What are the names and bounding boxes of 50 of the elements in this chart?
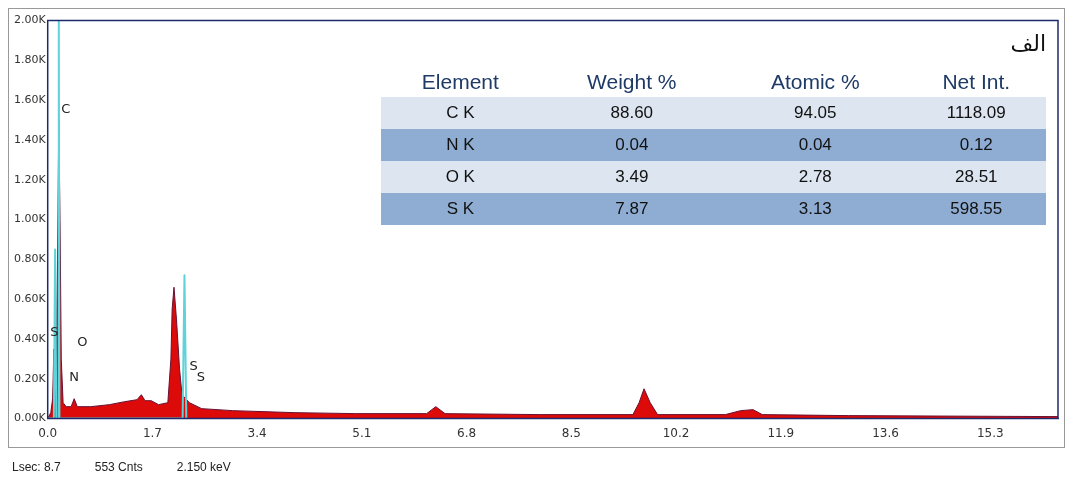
x-tick-label: 13.6 [872, 425, 899, 440]
text: الف [1010, 31, 1046, 56]
annotation: N K [445, 134, 476, 156]
y-tick-label: 1.60K [13, 93, 47, 107]
x-tick-label: 15.3 [976, 425, 1004, 440]
annotation: C K [445, 102, 476, 124]
text: 2.150 keV [176, 460, 231, 474]
text: Lsec: 8.7 [12, 460, 61, 474]
y-tick-label: 1.00K [13, 212, 47, 226]
x-tick-label: 11.9 [767, 425, 795, 440]
x-tick-label: 5.1 [352, 425, 372, 440]
y-tick-label: 0.80K [13, 252, 47, 266]
x-tick-label: 8.5 [561, 425, 581, 440]
y-tick-label: 2.00K [13, 13, 47, 27]
annotation: 3.13 [797, 198, 833, 220]
x-tick-label: 1.7 [142, 425, 162, 440]
annotation: 2.78 [797, 166, 833, 188]
annotation: S K [445, 198, 476, 220]
text: Atomic % [770, 70, 860, 93]
x-tick-label: 10.2 [662, 425, 690, 440]
y-tick-label: 1.80K [13, 53, 47, 67]
annotation: 28.51 [954, 166, 999, 188]
annotation: S [196, 368, 206, 384]
text: Weight % [587, 70, 677, 93]
annotation: 7.87 [614, 198, 650, 220]
annotation: 0.04 [614, 134, 650, 156]
annotation: S [189, 357, 198, 373]
annotation: 0.04 [797, 134, 833, 156]
annotation: 1118.09 [945, 102, 1007, 124]
annotation: 88.60 [609, 102, 655, 124]
annotation: C [61, 101, 71, 116]
text: Element [421, 70, 499, 93]
text: Net Int. [942, 70, 1011, 93]
annotation: 0.12 [958, 134, 994, 156]
annotation: 94.05 [793, 102, 838, 124]
y-tick-label: 0.20K [13, 371, 47, 385]
x-tick-label: 6.8 [457, 425, 477, 440]
y-tick-label: 1.20K [13, 172, 47, 186]
x-tick-label: 0.0 [38, 425, 58, 440]
x-tick-label: 3.4 [247, 425, 267, 440]
annotation: 598.55 [949, 198, 1004, 220]
annotation: N [69, 368, 79, 384]
annotation: O K [444, 166, 476, 188]
y-tick-label: 1.40K [13, 132, 47, 146]
y-tick-label: 0.40K [13, 331, 47, 345]
annotation: O [77, 333, 88, 349]
annotation: 3.49 [614, 166, 650, 188]
text: 553 Cnts [94, 460, 143, 474]
y-tick-label: 0.00K [13, 411, 47, 425]
y-tick-label: 0.60K [13, 292, 47, 306]
